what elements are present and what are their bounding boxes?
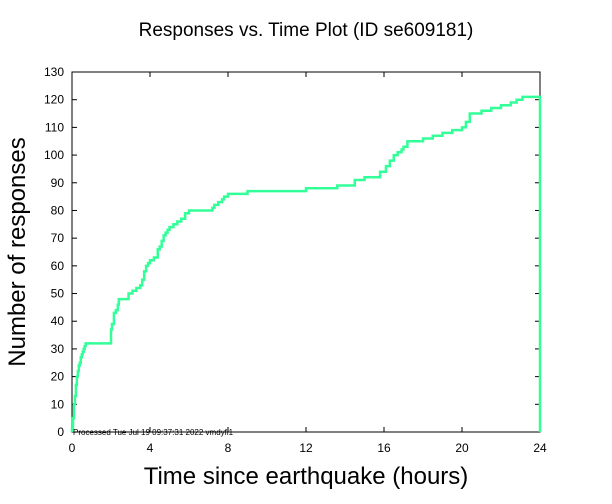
y-tick-label: 40: [51, 314, 65, 328]
y-tick-label: 50: [51, 287, 65, 301]
x-tick-label: 8: [225, 441, 232, 455]
y-tick-label: 0: [57, 425, 64, 439]
x-tick-label: 0: [69, 441, 76, 455]
x-tick-label: 16: [377, 441, 391, 455]
y-tick-label: 20: [51, 370, 65, 384]
x-tick-label: 24: [533, 441, 547, 455]
y-tick-label: 90: [51, 176, 65, 190]
chart-title: Responses vs. Time Plot (ID se609181): [139, 20, 474, 41]
x-axis-label: Time since earthquake (hours): [144, 463, 469, 490]
y-tick-label: 30: [51, 342, 65, 356]
x-tick-label: 20: [455, 441, 469, 455]
plot-area: 0 4 8 12 16 20 24 0 10 20 30 40 50 60 70 80 90 100 110 120 1…: [44, 65, 547, 455]
y-tick-label: 70: [51, 231, 65, 245]
y-tick-label: 120: [44, 93, 64, 107]
y-tick-label: 10: [51, 397, 65, 411]
y-tick-label: 130: [44, 65, 64, 79]
response-step-line: [70, 95, 542, 432]
y-axis-label: Number of responses: [4, 137, 31, 366]
y-tick-label: 110: [45, 120, 64, 134]
y-tick-label: 60: [51, 259, 65, 273]
y-tick-label: 100: [44, 148, 64, 162]
x-tick-label: 12: [299, 441, 313, 455]
plot-frame: [71, 71, 541, 433]
x-tick-label: 4: [147, 441, 154, 455]
y-tick-label: 80: [51, 203, 65, 217]
processed-annotation: Processed Tue Jul 19 09:37:31 2022 vmdyf…: [73, 428, 234, 437]
